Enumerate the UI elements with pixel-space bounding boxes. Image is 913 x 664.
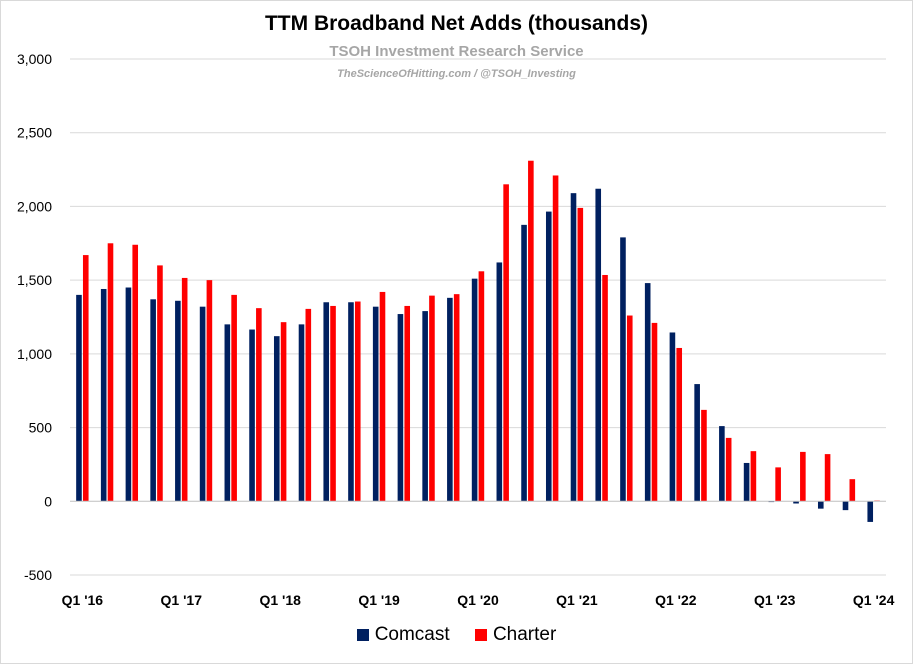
bar-charter	[478, 271, 485, 502]
y-tick-label: 1,000	[17, 346, 52, 362]
bar-comcast	[694, 384, 700, 502]
bar-charter	[354, 301, 361, 502]
bar-charter	[824, 454, 831, 502]
bar-charter	[725, 437, 732, 502]
bar-charter	[404, 305, 411, 502]
bar-comcast	[521, 224, 527, 502]
y-tick-label: 1,500	[17, 272, 52, 288]
bar-comcast	[620, 237, 626, 502]
bar-comcast	[125, 287, 132, 502]
y-tick-label: 2,500	[17, 125, 52, 141]
bar-charter	[849, 479, 856, 502]
y-tick-label: 500	[29, 420, 53, 436]
x-tick-label: Q1 '20	[457, 592, 499, 608]
bar-comcast	[817, 501, 824, 509]
bar-charter	[626, 315, 633, 502]
bar-comcast	[397, 314, 404, 502]
legend-label-charter: Charter	[492, 624, 557, 645]
bar-comcast	[842, 501, 849, 511]
bar-comcast	[471, 278, 478, 502]
legend-item-charter: Charter	[474, 624, 557, 646]
chart-subtitle: TSOH Investment Research Service	[329, 43, 584, 60]
bar-comcast	[669, 332, 676, 502]
bar-charter	[701, 409, 707, 502]
bar-charter	[602, 274, 608, 502]
legend-label-comcast: Comcast	[374, 624, 450, 645]
bar-comcast	[422, 311, 428, 502]
bar-comcast	[175, 300, 181, 502]
bar-comcast	[199, 306, 206, 502]
bar-comcast	[867, 501, 874, 522]
bar-charter	[651, 322, 658, 502]
bar-charter	[280, 322, 287, 502]
bar-charter	[305, 308, 312, 502]
bar-charter	[750, 451, 757, 502]
bar-comcast	[719, 426, 725, 502]
bar-charter	[379, 291, 386, 502]
x-tick-label: Q1 '19	[358, 592, 400, 608]
chart-credit: TheScienceOfHitting.com / @TSOH_Investin…	[337, 68, 576, 80]
bar-charter	[330, 305, 336, 502]
bar-comcast	[570, 193, 577, 502]
bar-comcast	[298, 324, 305, 502]
bar-comcast	[496, 262, 503, 502]
legend: Comcast Charter	[0, 624, 913, 647]
x-tick-label: Q1 '18	[259, 592, 301, 608]
bar-comcast	[100, 288, 107, 502]
legend-item-comcast: Comcast	[356, 624, 450, 646]
bar-comcast	[249, 329, 255, 502]
bar-comcast	[595, 188, 602, 502]
bar-charter	[82, 255, 89, 502]
bar-charter	[181, 277, 188, 502]
legend-swatch-comcast	[356, 629, 369, 641]
bar-comcast	[447, 297, 453, 502]
y-tick-label: 3,000	[17, 51, 52, 67]
bar-charter	[132, 244, 139, 502]
y-tick-label: 2,000	[17, 198, 52, 214]
x-tick-label: Q1 '21	[556, 592, 598, 608]
bar-comcast	[743, 462, 750, 502]
bar-charter	[577, 207, 584, 502]
bar-charter	[231, 294, 237, 502]
bar-charter	[256, 308, 262, 502]
y-tick-label: 0	[44, 493, 52, 509]
bar-charter	[429, 295, 435, 502]
bar-comcast	[644, 283, 651, 502]
bar-charter	[206, 280, 213, 502]
bar-comcast	[273, 336, 280, 502]
bar-comcast	[348, 302, 354, 502]
bar-comcast	[224, 324, 231, 502]
x-tick-label: Q1 '24	[853, 592, 895, 608]
bar-comcast	[545, 211, 552, 502]
bar-charter	[676, 347, 683, 502]
bar-charter	[800, 451, 806, 502]
y-tick-label: -500	[24, 567, 52, 583]
legend-swatch-charter	[474, 629, 487, 641]
x-tick-label: Q1 '17	[161, 592, 203, 608]
bar-comcast	[76, 294, 82, 502]
bar-comcast	[372, 306, 379, 502]
bar-charter	[528, 160, 534, 502]
chart-title: TTM Broadband Net Adds (thousands)	[264, 12, 649, 35]
bar-charter	[503, 184, 509, 502]
x-tick-label: Q1 '16	[62, 592, 104, 608]
bar-comcast	[793, 501, 799, 504]
bar-comcast	[150, 299, 156, 502]
bar-charter	[775, 467, 781, 502]
bar-charter	[552, 175, 559, 502]
bar-charter	[107, 243, 114, 502]
x-tick-label: Q1 '23	[754, 592, 796, 608]
bar-charter	[453, 294, 460, 502]
x-tick-label: Q1 '22	[655, 592, 697, 608]
bar-comcast	[323, 302, 330, 502]
bar-charter	[157, 265, 163, 502]
